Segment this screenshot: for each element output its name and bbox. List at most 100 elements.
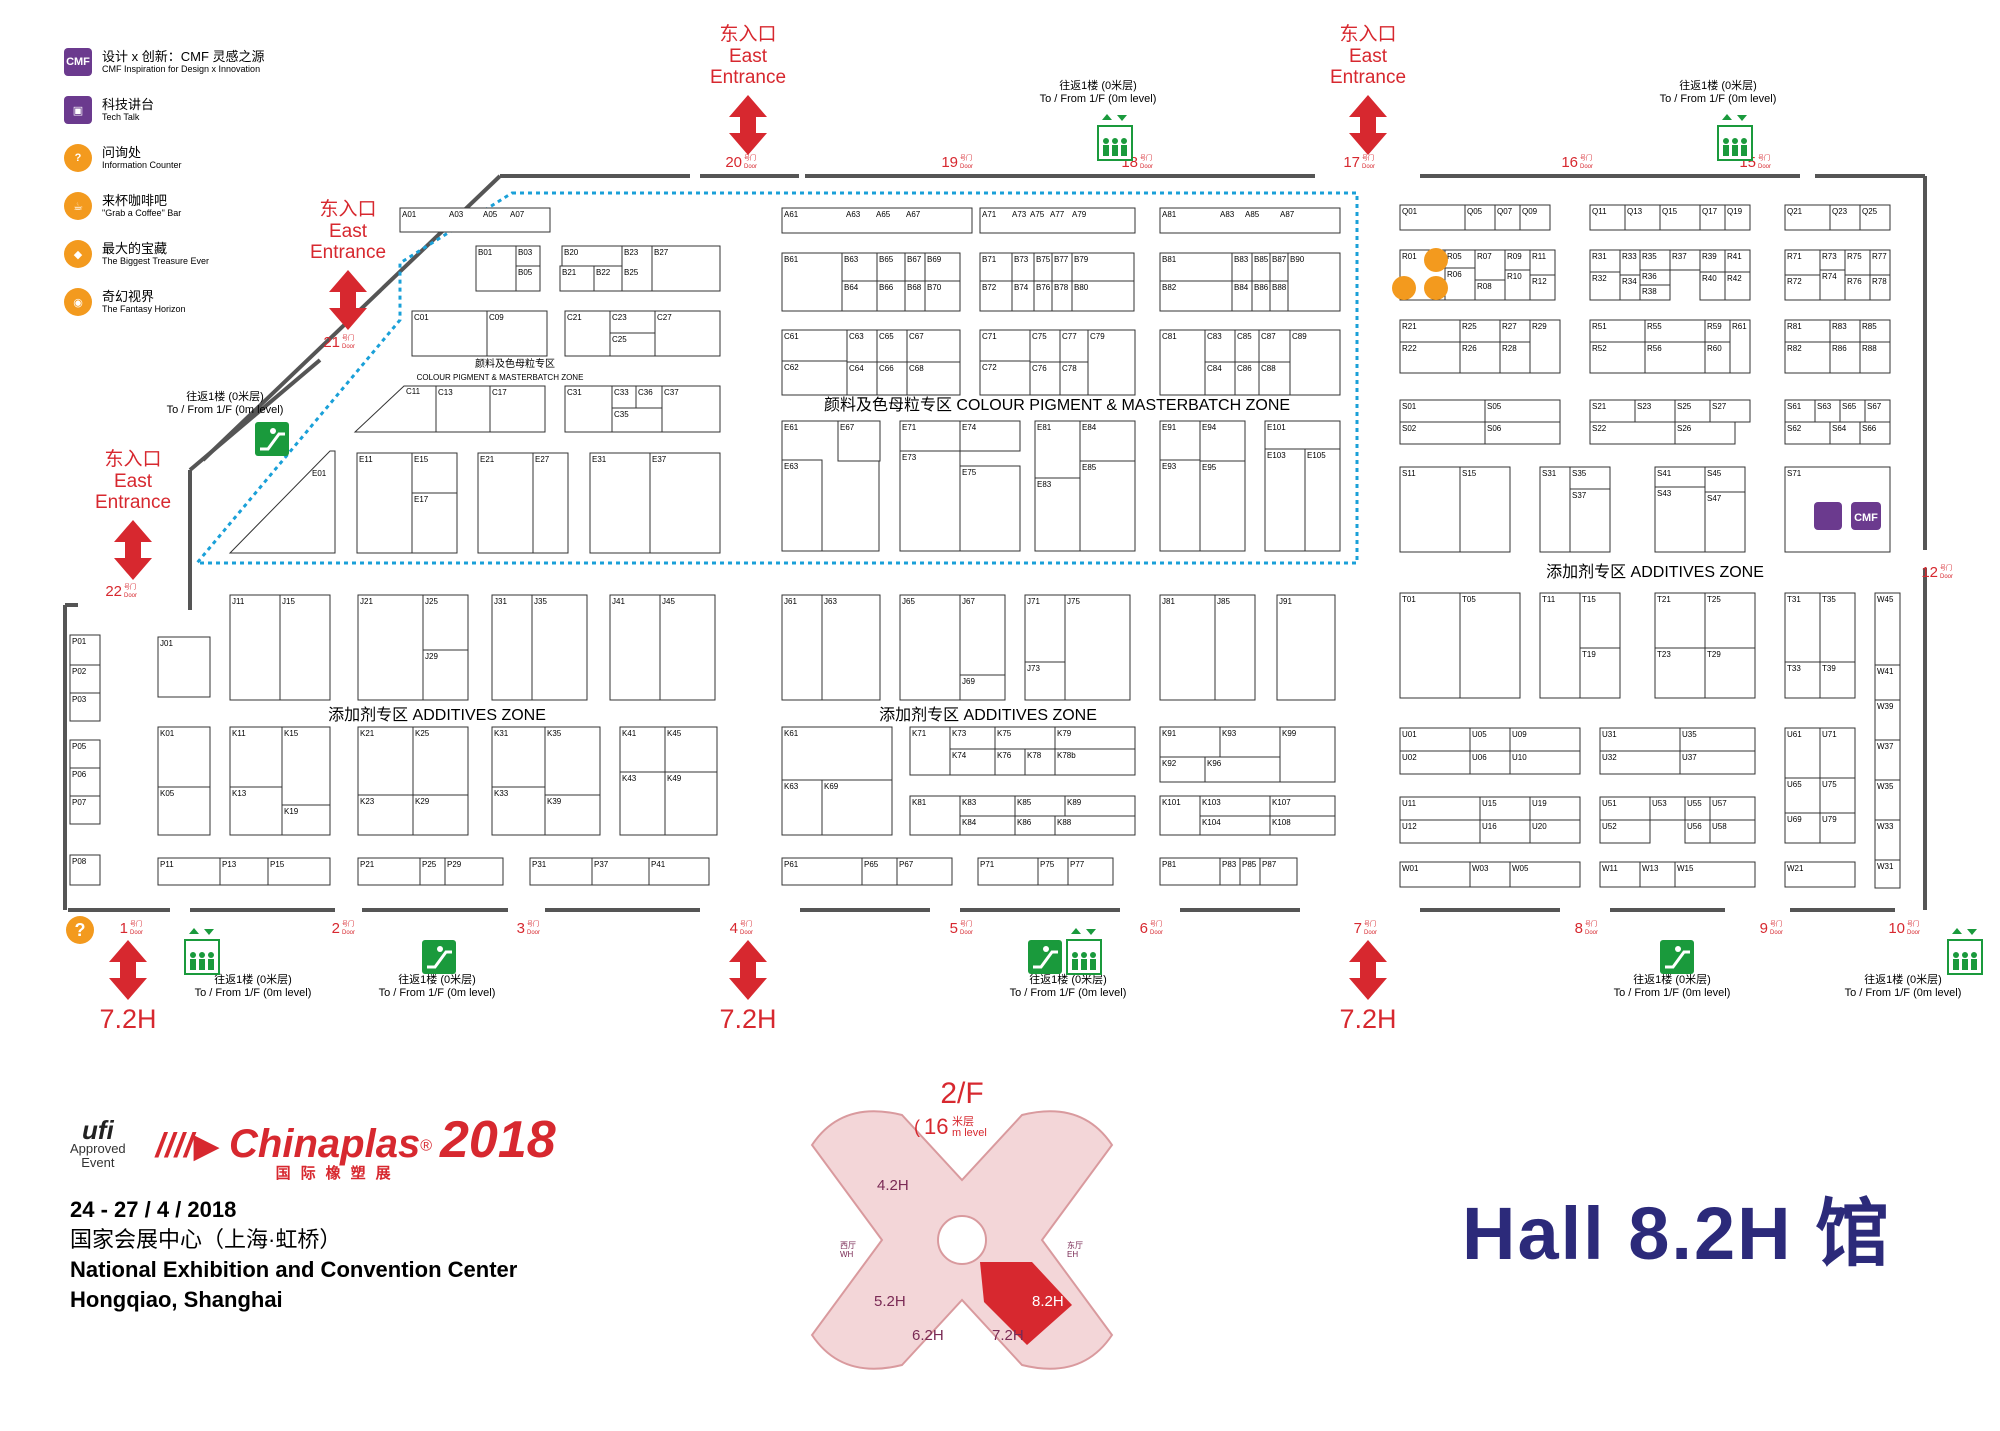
booth-label: B70: [927, 283, 942, 292]
to-from-8-zh: 往返1楼 (0米层): [1633, 972, 1711, 986]
to-from-10-zh: 往返1楼 (0米层): [1864, 972, 1942, 986]
booth: [924, 280, 961, 312]
door-suffix-en: Door: [342, 344, 355, 350]
booth-label: R10: [1507, 272, 1522, 281]
booth-label: B69: [927, 255, 942, 264]
event-details: 24 - 27 / 4 / 2018 国家会展中心（上海·虹桥） Nationa…: [70, 1195, 556, 1315]
booth-label: E11: [359, 455, 373, 464]
booth-label: J25: [425, 597, 438, 606]
booth-label: S26: [1677, 424, 1692, 433]
booth: [69, 767, 101, 797]
escalator-person: [1675, 946, 1681, 952]
door-suffix-en: Door: [130, 930, 143, 936]
booth: [1704, 341, 1731, 374]
booth: [1529, 274, 1556, 301]
booth-label: S15: [1462, 469, 1477, 478]
booth: [896, 857, 953, 886]
booth-label: R71: [1787, 252, 1802, 261]
door-suffix-zh: 号门: [744, 154, 756, 162]
booth-label: R82: [1787, 344, 1802, 353]
door-number: 22: [105, 583, 122, 600]
booth-label: W31: [1877, 862, 1894, 871]
booth-label: C87: [1261, 332, 1276, 341]
booth-label: K101: [1162, 798, 1181, 807]
booth: [1059, 361, 1089, 396]
booth: [1819, 812, 1856, 844]
escalator-stair: [427, 950, 452, 969]
booth: [1159, 756, 1206, 783]
booth-label: R36: [1642, 272, 1657, 281]
booth-label: J69: [962, 677, 975, 686]
door-suffix-zh: 号门: [960, 920, 972, 928]
escalator-person: [1043, 946, 1049, 952]
booth-label: A85: [1245, 210, 1260, 219]
booth: [1509, 861, 1581, 888]
booth: [1287, 252, 1341, 312]
booth-label: E94: [1202, 423, 1217, 432]
booth-label: A01: [402, 210, 417, 219]
booth: [1589, 341, 1646, 374]
east-entrance-21-en2: Entrance: [310, 242, 386, 263]
booth-label: E37: [652, 455, 667, 464]
booth: [157, 786, 211, 836]
to-from-left-zh: 往返1楼 (0米层): [186, 389, 264, 403]
hall-title: Hall 8.2H 馆: [1462, 1192, 1892, 1275]
booth-label: U53: [1652, 799, 1667, 808]
door-suffix-en: Door: [1758, 164, 1771, 170]
lift-down-arrow: [204, 929, 214, 935]
booth-label: B90: [1290, 255, 1305, 264]
booth-label: J75: [1067, 597, 1080, 606]
booth-label: C89: [1292, 332, 1307, 341]
booth: [1704, 647, 1756, 699]
booth-label: S05: [1487, 402, 1502, 411]
booth: [411, 492, 458, 554]
cmf-icon: [1851, 502, 1881, 530]
lift-person-head: [1732, 138, 1738, 144]
escalator-icon: [255, 422, 289, 456]
booth-label: K13: [232, 789, 247, 798]
booth-label: T11: [1542, 595, 1556, 604]
booth-label: K76: [997, 751, 1012, 760]
booth-label: C85: [1237, 332, 1252, 341]
minimap-hall-label: 5.2H: [874, 1293, 906, 1310]
booth-label: U55: [1687, 799, 1702, 808]
booth-label: A67: [906, 210, 921, 219]
booth: [1709, 819, 1756, 844]
booth: [589, 452, 651, 554]
door-suffix-en: Door: [744, 164, 757, 170]
booth-label: W21: [1787, 864, 1804, 873]
booth-label: C77: [1062, 332, 1077, 341]
booth: [1529, 819, 1581, 844]
booth-label: C65: [879, 332, 894, 341]
booth-label: W15: [1677, 864, 1694, 873]
booth: [949, 748, 996, 776]
booth: [899, 450, 961, 552]
booth-label: P71: [980, 860, 995, 869]
door-suffix-en: Door: [124, 593, 137, 599]
booth: [1639, 861, 1676, 888]
door-number: 6: [1140, 920, 1148, 937]
booth-label: B63: [844, 255, 859, 264]
booth: [422, 594, 469, 651]
booth: [841, 280, 878, 312]
booth-label: S06: [1487, 424, 1502, 433]
booth-label: E103: [1267, 451, 1286, 460]
booth-label: R41: [1727, 252, 1742, 261]
lift-down-arrow: [1086, 929, 1096, 935]
booth-label: K86: [1017, 818, 1032, 827]
booth-label: R35: [1642, 252, 1657, 261]
door-suffix-zh: 号门: [342, 334, 354, 342]
booth-label: S25: [1677, 402, 1692, 411]
booth-label: C79: [1090, 332, 1105, 341]
booth: [356, 452, 413, 554]
map-icons: ? CMF: [66, 95, 1983, 1000]
booth-label: R76: [1847, 277, 1862, 286]
booth-label: A05: [483, 210, 498, 219]
door-suffix-en: Door: [1585, 930, 1598, 936]
booth-label: E21: [480, 455, 495, 464]
lift-up-arrow: [1722, 114, 1732, 120]
booth: [1024, 594, 1066, 663]
booth-label: C83: [1207, 332, 1222, 341]
cmf-glyph: CMF: [1854, 512, 1878, 524]
east-entrance-21-en1: East: [329, 221, 368, 242]
